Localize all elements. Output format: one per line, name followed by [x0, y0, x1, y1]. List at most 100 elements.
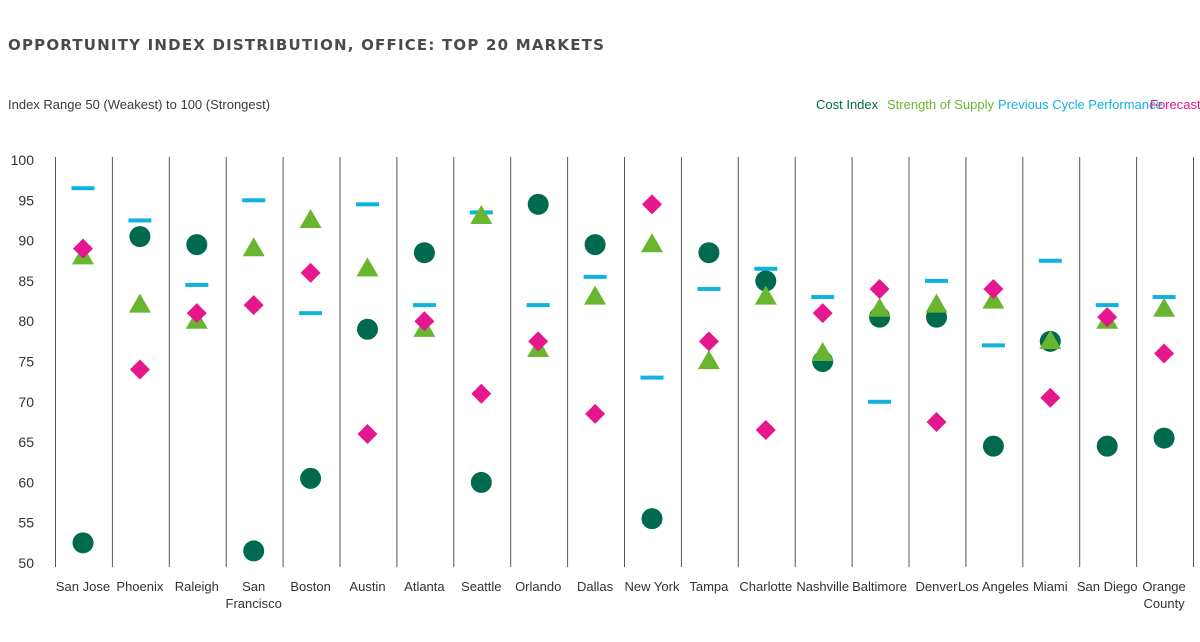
data-point-forecast: [471, 383, 492, 404]
x-category-label: Miami: [1033, 579, 1068, 594]
data-point-strength-of-supply: [299, 209, 322, 229]
y-tick-label: 80: [18, 313, 34, 329]
data-point-strength-of-supply: [1039, 329, 1062, 349]
data-point-strength-of-supply: [868, 297, 891, 317]
x-category-label: County: [1143, 596, 1185, 611]
data-point-cost-index: [1153, 427, 1175, 449]
data-point-forecast: [642, 194, 662, 215]
x-category-label: Denver: [916, 579, 959, 594]
y-tick-label: 50: [18, 555, 34, 571]
data-point-previous-cycle-performance: [754, 266, 778, 271]
x-category-label: San: [242, 579, 265, 594]
y-tick-label: 100: [11, 152, 35, 168]
data-point-strength-of-supply: [128, 293, 151, 313]
data-point-strength-of-supply: [356, 257, 379, 277]
data-point-strength-of-supply: [811, 342, 834, 362]
data-point-previous-cycle-performance: [925, 278, 948, 283]
data-point-strength-of-supply: [1153, 297, 1176, 317]
data-point-forecast: [812, 303, 833, 324]
data-point-forecast: [129, 359, 150, 380]
y-tick-label: 70: [18, 394, 34, 410]
data-point-forecast: [243, 295, 264, 316]
data-point-cost-index: [470, 471, 492, 493]
x-category-label: Charlotte: [739, 579, 792, 594]
data-point-cost-index: [641, 508, 663, 530]
x-category-label: San Jose: [56, 579, 110, 594]
y-tick-label: 85: [18, 273, 34, 289]
data-point-previous-cycle-performance: [583, 274, 607, 279]
y-tick-label: 65: [18, 434, 34, 450]
x-category-label: Dallas: [577, 579, 614, 594]
data-point-forecast: [698, 331, 719, 352]
legend-item-strength-of-supply: Strength of Supply: [887, 97, 994, 112]
data-point-previous-cycle-performance: [71, 186, 95, 191]
data-point-cost-index: [527, 193, 549, 215]
data-point-forecast: [186, 303, 207, 324]
x-category-label: Boston: [290, 579, 330, 594]
x-category-label: Nashville: [796, 579, 849, 594]
data-point-cost-index: [129, 226, 151, 248]
data-point-previous-cycle-performance: [868, 399, 892, 404]
data-point-previous-cycle-performance: [299, 311, 323, 316]
x-category-label: Orlando: [515, 579, 561, 594]
data-point-cost-index: [186, 234, 208, 256]
data-point-cost-index: [300, 467, 322, 489]
y-tick-label: 75: [18, 354, 34, 370]
x-category-label: San Diego: [1077, 579, 1138, 594]
data-point-previous-cycle-performance: [242, 198, 266, 203]
x-category-label: Tampa: [689, 579, 729, 594]
x-category-label: Atlanta: [404, 579, 445, 594]
data-point-previous-cycle-performance: [185, 282, 209, 287]
data-point-forecast: [300, 262, 321, 283]
data-point-cost-index: [982, 435, 1004, 457]
data-point-forecast: [1040, 387, 1061, 408]
y-tick-label: 90: [18, 233, 34, 249]
x-category-label: Baltimore: [852, 579, 907, 594]
x-category-label: Francisco: [226, 596, 282, 611]
data-point-previous-cycle-performance: [128, 218, 152, 223]
data-point-cost-index: [584, 234, 606, 256]
data-point-previous-cycle-performance: [1038, 258, 1062, 263]
data-point-cost-index: [755, 270, 777, 292]
y-tick-label: 95: [18, 192, 34, 208]
data-point-strength-of-supply: [754, 285, 777, 305]
x-category-label: Los Angeles: [958, 579, 1029, 594]
data-point-previous-cycle-performance: [697, 286, 721, 291]
data-point-strength-of-supply: [470, 205, 493, 225]
x-category-label: Austin: [349, 579, 385, 594]
x-category-label: Orange: [1142, 579, 1185, 594]
data-point-forecast: [73, 238, 93, 259]
chart-subtitle: Index Range 50 (Weakest) to 100 (Stronge…: [8, 97, 271, 112]
y-tick-label: 60: [18, 474, 34, 490]
data-point-previous-cycle-performance: [1095, 303, 1119, 308]
x-category-label: Raleigh: [175, 579, 219, 594]
data-point-forecast: [528, 331, 549, 352]
x-category-label: New York: [625, 579, 680, 594]
data-point-previous-cycle-performance: [640, 375, 664, 380]
data-point-forecast: [414, 311, 435, 332]
data-point-cost-index: [698, 242, 720, 264]
data-point-strength-of-supply: [584, 285, 607, 305]
data-point-strength-of-supply: [641, 233, 663, 253]
data-point-cost-index: [243, 540, 265, 562]
data-point-forecast: [926, 411, 947, 432]
data-point-forecast: [585, 403, 606, 424]
data-point-cost-index: [357, 318, 378, 340]
data-point-cost-index: [72, 532, 94, 554]
data-point-previous-cycle-performance: [811, 295, 835, 300]
chart-title: OPPORTUNITY INDEX DISTRIBUTION, OFFICE: …: [8, 36, 606, 54]
x-category-label: Phoenix: [116, 579, 163, 594]
data-point-previous-cycle-performance: [1152, 295, 1176, 300]
data-point-forecast: [1154, 343, 1175, 364]
legend-item-previous-cycle-performance: Previous Cycle Performance: [998, 97, 1163, 112]
data-point-forecast: [869, 278, 890, 299]
legend-item-cost-index: Cost Index: [816, 97, 879, 112]
legend-item-forecast: Forecast: [1150, 97, 1200, 112]
data-point-cost-index: [1096, 435, 1118, 457]
data-point-previous-cycle-performance: [356, 202, 379, 207]
data-point-previous-cycle-performance: [526, 303, 550, 308]
data-point-forecast: [755, 420, 776, 441]
data-point-previous-cycle-performance: [412, 303, 436, 308]
